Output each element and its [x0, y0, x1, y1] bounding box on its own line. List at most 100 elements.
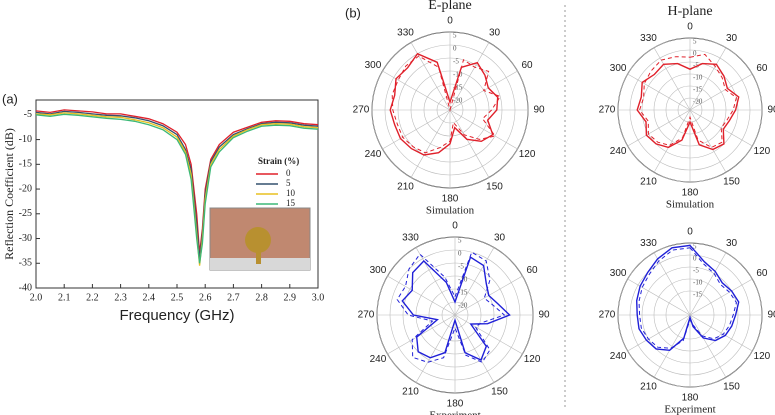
x-tick-label: 2.6	[199, 292, 212, 303]
grid-spoke	[689, 278, 753, 316]
r-tick-label: 5	[458, 237, 462, 245]
theta-tick-label: 150	[723, 382, 740, 393]
theta-tick-label: 210	[640, 382, 657, 393]
theta-tick-label: 30	[494, 233, 506, 244]
y-tick-label: -30	[19, 233, 32, 244]
theta-tick-label: 180	[442, 194, 459, 205]
theta-tick-label: 120	[754, 351, 771, 362]
polar-title: H-plane	[667, 4, 712, 19]
theta-tick-label: 30	[726, 33, 738, 44]
theta-tick-label: 60	[527, 265, 539, 276]
theta-tick-label: 240	[370, 354, 387, 365]
r-tick-label: -5	[453, 58, 459, 66]
r-tick-label: -10	[693, 74, 703, 82]
theta-tick-label: 180	[682, 188, 699, 199]
grid-spoke	[689, 73, 753, 111]
grid-spoke	[415, 314, 456, 383]
theta-tick-label: 210	[640, 177, 657, 188]
r-tick-label: -15	[458, 289, 468, 297]
theta-tick-label: 330	[397, 28, 414, 39]
grid-spoke	[454, 247, 495, 316]
grid-spoke	[449, 109, 518, 150]
grid-spoke	[382, 109, 451, 150]
polar-title: E-plane	[428, 0, 472, 13]
theta-tick-label: 0	[447, 16, 453, 27]
y-tick-label: -15	[19, 159, 32, 170]
grid-spoke	[689, 314, 753, 352]
theta-tick-label: 150	[491, 387, 508, 398]
theta-tick-label: 60	[522, 60, 534, 71]
theta-tick-label: 120	[524, 354, 541, 365]
theta-tick-label: 270	[599, 105, 616, 116]
r-tick-label: 0	[693, 255, 697, 263]
r-tick-label: -15	[453, 84, 463, 92]
grid-spoke	[627, 278, 691, 316]
theta-tick-label: 270	[353, 105, 370, 116]
theta-tick-label: 270	[599, 310, 616, 321]
grid-spoke	[653, 109, 691, 173]
grid-spoke	[387, 314, 456, 355]
x-tick-label: 2.5	[171, 292, 184, 303]
theta-tick-label: 330	[402, 233, 419, 244]
grid-spoke	[454, 314, 523, 355]
y-tick-label: -20	[19, 183, 32, 194]
x-tick-label: 2.2	[86, 292, 99, 303]
grid-spoke	[415, 247, 456, 316]
grid-spoke	[689, 109, 727, 173]
theta-tick-label: 300	[370, 265, 387, 276]
legend-label: 0	[286, 168, 291, 178]
grid-spoke	[410, 42, 451, 111]
grid-spoke	[689, 109, 753, 147]
line-series	[35, 109, 319, 254]
theta-tick-label: 0	[687, 22, 693, 33]
x-tick-label: 2.4	[143, 292, 156, 303]
r-tick-label: -15	[693, 291, 703, 299]
polar-series	[638, 247, 737, 349]
grid-spoke	[653, 314, 691, 378]
r-tick-label: -5	[693, 62, 699, 70]
panel-label: (a)	[2, 91, 18, 106]
theta-tick-label: 180	[682, 393, 699, 404]
grid-spoke	[627, 314, 691, 352]
theta-tick-label: 330	[640, 238, 657, 249]
theta-tick-label: 210	[402, 387, 419, 398]
grid-spoke	[653, 47, 691, 111]
legend-label: 10	[286, 188, 296, 198]
grid-spoke	[387, 275, 456, 316]
r-tick-label: 0	[453, 45, 457, 53]
theta-tick-label: 270	[358, 310, 375, 321]
y-axis-label: Reflection Coefficient (dB)	[2, 128, 16, 260]
y-tick-label: -40	[19, 282, 32, 293]
grid-spoke	[410, 109, 451, 178]
grid-spoke	[689, 314, 727, 378]
theta-tick-label: 90	[767, 105, 775, 116]
x-axis-label: Frequency (GHz)	[119, 307, 234, 324]
r-tick-label: 5	[693, 243, 697, 251]
theta-tick-label: 0	[687, 227, 693, 238]
r-tick-label: 5	[453, 32, 457, 40]
polar-caption: Experiment	[429, 410, 480, 415]
theta-tick-label: 150	[486, 182, 503, 193]
theta-tick-label: 240	[610, 351, 627, 362]
y-tick-label: -5	[24, 109, 32, 120]
theta-tick-label: 150	[723, 177, 740, 188]
r-tick-label: 0	[693, 50, 697, 58]
x-tick-label: 2.0	[30, 292, 43, 303]
line-series	[35, 113, 319, 264]
polar-caption: Experiment	[664, 404, 715, 415]
r-tick-label: -10	[693, 279, 703, 287]
theta-tick-label: 90	[538, 310, 550, 321]
polar-series	[401, 256, 511, 361]
polar-series	[391, 55, 501, 154]
theta-tick-label: 60	[756, 268, 768, 279]
grid-spoke	[689, 252, 727, 316]
grid-spoke	[454, 314, 495, 383]
theta-tick-label: 90	[533, 105, 545, 116]
theta-tick-label: 240	[365, 149, 382, 160]
y-tick-label: -25	[19, 208, 32, 219]
legend-title: Strain (%)	[258, 156, 299, 166]
x-tick-label: 2.1	[58, 292, 71, 303]
theta-tick-label: 240	[610, 146, 627, 157]
legend-label: 5	[286, 178, 291, 188]
